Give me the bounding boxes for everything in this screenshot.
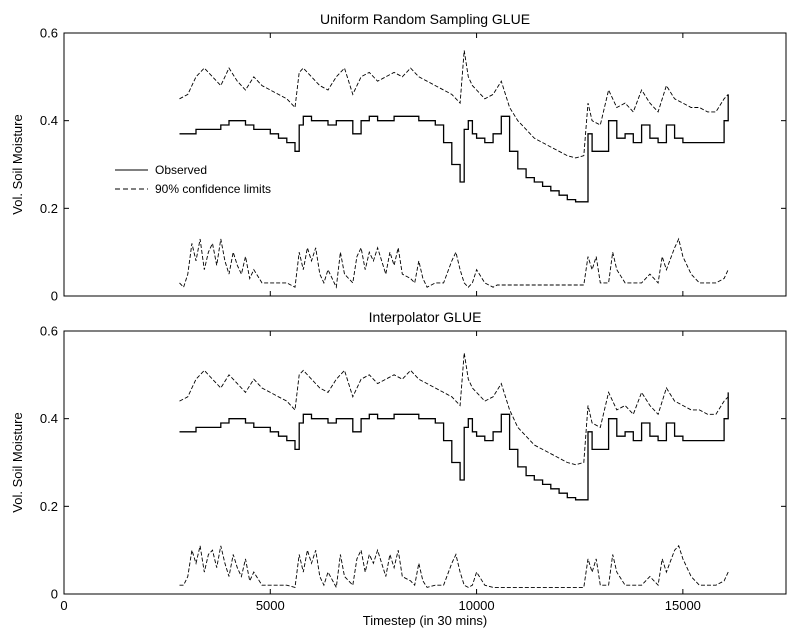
panel-2-xtick-label: 5000 xyxy=(256,598,285,613)
panel-2-xtick-label: 15000 xyxy=(665,598,701,613)
panel-2-title: Interpolator GLUE xyxy=(369,309,482,325)
panel-2-plot-frame xyxy=(63,330,787,595)
panel-2-ytick-label: 0.4 xyxy=(40,411,58,426)
panel-2-ytick-label: 0.2 xyxy=(40,499,58,514)
panel-1-y-axis-label: Vol. Soil Moisture xyxy=(10,114,25,214)
panel-1-ytick-label: 0 xyxy=(51,289,58,304)
panel-2-x-axis-label: Timestep (in 30 mins) xyxy=(363,613,488,628)
panel-1-title: Uniform Random Sampling GLUE xyxy=(320,11,530,27)
panel-1-ytick-label: 0.2 xyxy=(40,201,58,216)
panel-1-upper-confidence-line xyxy=(179,50,729,159)
panel-2-upper-confidence-line xyxy=(179,352,729,466)
panel-2-xtick-label: 0 xyxy=(60,598,67,613)
panel-1-legend-label: 90% confidence limits xyxy=(155,182,271,196)
panel-2-ytick-label: 0.6 xyxy=(40,324,58,339)
panel-1-lower-confidence-line xyxy=(179,237,729,289)
panel-2-y-axis-label: Vol. Soil Moisture xyxy=(10,412,25,512)
panel-2-lower-confidence-line xyxy=(179,544,729,589)
panel-1-observed-series-line xyxy=(179,94,729,203)
panel-1-plot-frame xyxy=(63,32,787,297)
panel-2-ytick-label: 0 xyxy=(51,587,58,602)
panel-2-observed-series-line xyxy=(179,392,729,501)
panel-1-ytick-label: 0.6 xyxy=(40,26,58,41)
panel-2-xtick-label: 10000 xyxy=(458,598,494,613)
panel-1-legend-label: Observed xyxy=(155,163,207,177)
panel-1-ytick-label: 0.4 xyxy=(40,113,58,128)
